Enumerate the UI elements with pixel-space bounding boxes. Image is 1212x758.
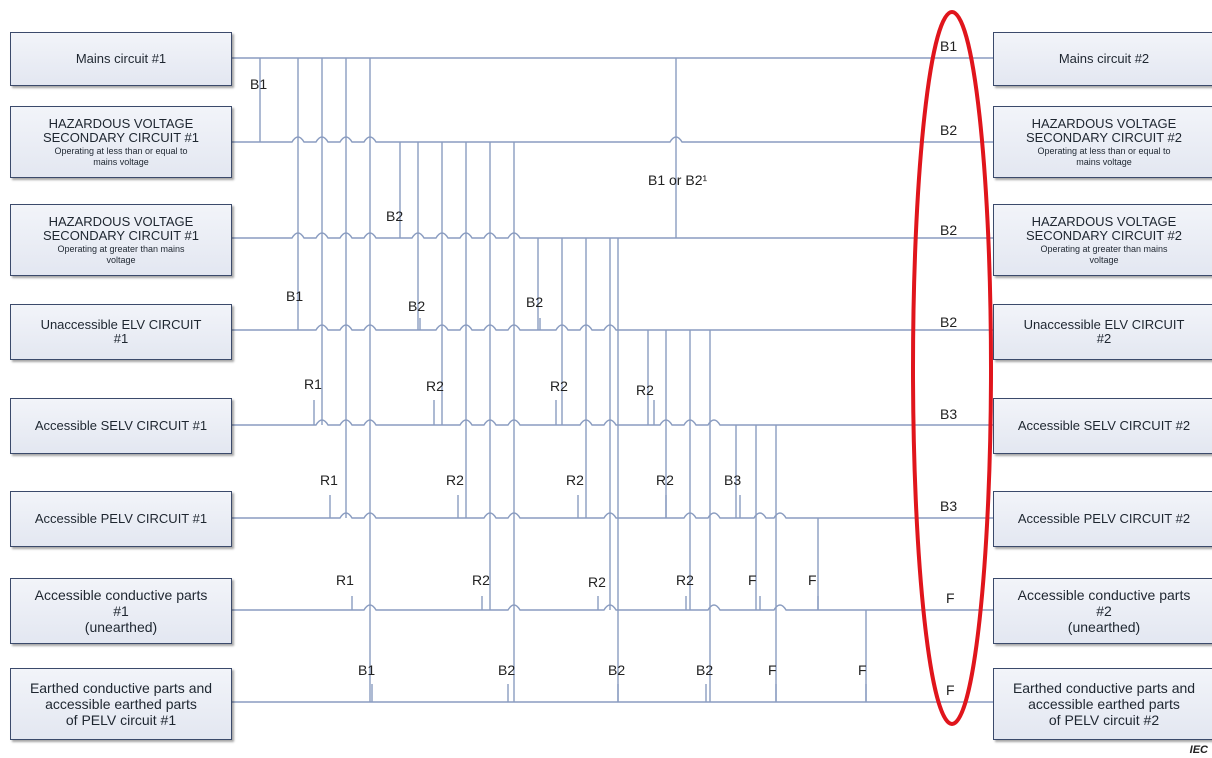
summary-insulation-label: B2 bbox=[940, 122, 958, 138]
left-circuit-box-6: Accessible PELV CIRCUIT #1 bbox=[10, 491, 232, 547]
insulation-label: B2 bbox=[386, 208, 404, 224]
right-circuit-box-7: Accessible conductive parts #2 (unearthed) bbox=[993, 578, 1212, 644]
circuit-box-title: Accessible PELV CIRCUIT #1 bbox=[34, 511, 208, 527]
insulation-label: B2 bbox=[498, 662, 516, 678]
summary-insulation-label: B3 bbox=[940, 498, 958, 514]
insulation-label: B3 bbox=[724, 472, 742, 488]
circuit-box-title: Accessible SELV CIRCUIT #1 bbox=[34, 418, 208, 434]
right-circuit-box-5: Accessible SELV CIRCUIT #2 bbox=[993, 398, 1212, 454]
circuit-box-title: Accessible SELV CIRCUIT #2 bbox=[1017, 418, 1191, 434]
right-circuit-box-3: HAZARDOUS VOLTAGE SECONDARY CIRCUIT #2 Ope… bbox=[993, 204, 1212, 276]
insulation-label: F bbox=[858, 662, 867, 678]
insulation-label: R2 bbox=[656, 472, 674, 488]
circuit-box-subtitle: Operating at greater than mains voltage bbox=[57, 244, 185, 265]
circuit-box-title: Unaccessible ELV CIRCUIT #1 bbox=[40, 317, 202, 346]
left-circuit-box-2: HAZARDOUS VOLTAGE SECONDARY CIRCUIT #1 Ope… bbox=[10, 106, 232, 178]
insulation-label: F bbox=[748, 572, 757, 588]
insulation-label: B2 bbox=[608, 662, 626, 678]
summary-insulation-label: B1 bbox=[940, 38, 958, 54]
insulation-label: R2 bbox=[426, 378, 444, 394]
highlight-ellipse bbox=[911, 10, 993, 726]
wire-crossing bbox=[232, 604, 993, 611]
circuit-box-title: Accessible conductive parts #1 (unearthed) bbox=[34, 586, 208, 636]
insulation-label: F bbox=[808, 572, 817, 588]
circuit-box-title: Mains circuit #1 bbox=[75, 51, 167, 67]
right-circuit-box-6: Accessible PELV CIRCUIT #2 bbox=[993, 491, 1212, 547]
circuit-box-subtitle: Operating at less than or equal to mains … bbox=[54, 146, 188, 167]
summary-insulation-label: F bbox=[946, 590, 955, 606]
insulation-label: B1 bbox=[250, 76, 268, 92]
circuit-box-title: Accessible PELV CIRCUIT #2 bbox=[1017, 511, 1191, 527]
insulation-label: B1 or B2¹ bbox=[648, 172, 708, 188]
left-circuit-box-3: HAZARDOUS VOLTAGE SECONDARY CIRCUIT #1 Ope… bbox=[10, 204, 232, 276]
circuit-box-subtitle: Operating at less than or equal to mains … bbox=[1037, 146, 1171, 167]
circuit-box-title: Accessible conductive parts #2 (unearthed) bbox=[1017, 586, 1191, 636]
right-circuit-box-2: HAZARDOUS VOLTAGE SECONDARY CIRCUIT #2 Ope… bbox=[993, 106, 1212, 178]
insulation-label: R2 bbox=[676, 572, 694, 588]
circuit-box-title: Unaccessible ELV CIRCUIT #2 bbox=[1023, 317, 1185, 346]
insulation-label: R1 bbox=[304, 376, 322, 392]
insulation-label: B1 bbox=[286, 288, 304, 304]
circuit-box-title: Earthed conductive parts and accessible e… bbox=[29, 679, 213, 729]
insulation-label: R2 bbox=[446, 472, 464, 488]
insulation-label: R2 bbox=[588, 574, 606, 590]
insulation-label: B2 bbox=[526, 294, 544, 310]
circuit-box-subtitle: Operating at greater than mains voltage bbox=[1040, 244, 1168, 265]
summary-insulation-label: B2 bbox=[940, 314, 958, 330]
insulation-label: B1 bbox=[358, 662, 376, 678]
insulation-label: F bbox=[768, 662, 777, 678]
insulation-label: R1 bbox=[320, 472, 338, 488]
right-circuit-box-8: Earthed conductive parts and accessible e… bbox=[993, 668, 1212, 740]
circuit-box-title: HAZARDOUS VOLTAGE SECONDARY CIRCUIT #2 bbox=[1025, 116, 1183, 145]
circuit-box-title: HAZARDOUS VOLTAGE SECONDARY CIRCUIT #1 bbox=[42, 116, 200, 145]
circuit-box-title: HAZARDOUS VOLTAGE SECONDARY CIRCUIT #2 bbox=[1025, 214, 1183, 243]
left-circuit-box-1: Mains circuit #1 bbox=[10, 32, 232, 86]
insulation-label: B2 bbox=[696, 662, 714, 678]
source-mark: IEC bbox=[1189, 744, 1208, 756]
summary-insulation-label: B2 bbox=[940, 222, 958, 238]
left-circuit-box-5: Accessible SELV CIRCUIT #1 bbox=[10, 398, 232, 454]
right-circuit-box-1: Mains circuit #2 bbox=[993, 32, 1212, 86]
left-circuit-box-7: Accessible conductive parts #1 (unearthed) bbox=[10, 578, 232, 644]
circuit-box-title: Earthed conductive parts and accessible e… bbox=[1012, 679, 1196, 729]
insulation-label: R1 bbox=[336, 572, 354, 588]
insulation-label: R2 bbox=[550, 378, 568, 394]
left-circuit-box-4: Unaccessible ELV CIRCUIT #1 bbox=[10, 304, 232, 360]
wire-crossing bbox=[232, 324, 993, 331]
wire-layer bbox=[232, 57, 993, 703]
circuit-box-title: Mains circuit #2 bbox=[1058, 51, 1150, 67]
summary-insulation-label: B3 bbox=[940, 406, 958, 422]
left-circuit-box-8: Earthed conductive parts and accessible e… bbox=[10, 668, 232, 740]
insulation-label: R2 bbox=[472, 572, 490, 588]
summary-insulation-label: F bbox=[946, 682, 955, 698]
insulation-label: R2 bbox=[636, 382, 654, 398]
right-circuit-box-4: Unaccessible ELV CIRCUIT #2 bbox=[993, 304, 1212, 360]
insulation-label: B2 bbox=[408, 298, 426, 314]
insulation-label: R2 bbox=[566, 472, 584, 488]
circuit-box-title: HAZARDOUS VOLTAGE SECONDARY CIRCUIT #1 bbox=[42, 214, 200, 243]
